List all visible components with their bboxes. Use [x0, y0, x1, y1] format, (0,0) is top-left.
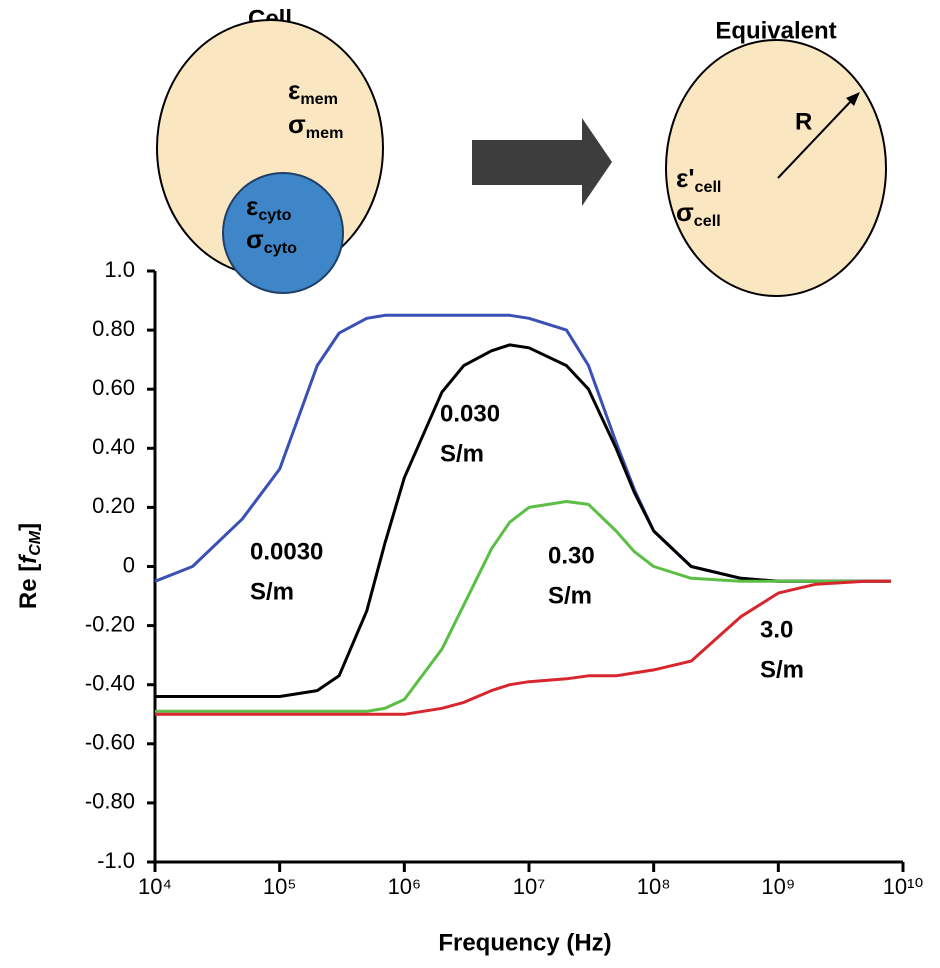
series-label: S/m — [250, 578, 294, 605]
arrow — [472, 118, 612, 206]
series-label: 3.0 — [760, 616, 793, 643]
series-line — [155, 500, 891, 713]
symbol: ε — [288, 75, 300, 105]
x-tick-label: 10⁹ — [761, 874, 795, 899]
symbol-label: εcyto — [246, 191, 292, 224]
x-tick-label: 10⁵ — [263, 874, 297, 899]
subscript: cell — [695, 178, 722, 196]
x-tick-label: 10¹⁰ — [883, 874, 924, 899]
series-label: S/m — [440, 440, 484, 467]
y-axis-label: Re [fCM] — [15, 523, 44, 609]
subscript: mem — [306, 124, 344, 142]
y-tick-label: -0.20 — [85, 611, 135, 636]
x-tick-label: 10⁸ — [637, 874, 671, 899]
symbol-label: σcell — [676, 197, 721, 230]
series-line — [155, 343, 891, 698]
y-tick-label: 0.20 — [92, 493, 135, 518]
y-tick-label: 1.0 — [104, 257, 135, 282]
symbol-label: ε'cell — [676, 163, 721, 196]
symbol-label: σcyto — [246, 224, 297, 257]
radius-arrowhead — [846, 92, 860, 106]
y-tick-label: -0.80 — [85, 789, 135, 814]
equivalent-cell — [665, 39, 887, 297]
series-label: 0.30 — [548, 542, 595, 569]
x-tick-label: 10⁴ — [138, 874, 172, 899]
subscript: cyto — [258, 206, 291, 224]
y-label-sub: CM — [27, 530, 44, 556]
series-label: 0.0030 — [250, 538, 323, 565]
symbol: σ — [676, 197, 694, 227]
y-label-italic: f — [15, 554, 42, 564]
symbol: σ — [246, 224, 264, 254]
symbol: σ — [288, 109, 306, 139]
subscript: cell — [694, 212, 721, 230]
y-tick-label: 0.80 — [92, 316, 135, 341]
symbol: ε' — [676, 163, 695, 193]
radius-line — [777, 99, 853, 179]
diagram: Cell Equivalent R — [156, 5, 887, 297]
y-tick-label: -1.0 — [97, 848, 135, 873]
subscript: mem — [300, 90, 338, 108]
series-label: S/m — [760, 656, 804, 683]
x-tick-label: 10⁶ — [388, 874, 422, 899]
y-tick-label: 0 — [123, 552, 135, 577]
series-line — [155, 579, 891, 716]
symbol: ε — [246, 191, 258, 221]
symbol-label: σmem — [288, 109, 343, 142]
y-label-suffix: ] — [15, 523, 42, 531]
y-tick-label: 0.60 — [92, 375, 135, 400]
x-axis-label: Frequency (Hz) — [438, 929, 611, 956]
y-tick-label: -0.60 — [85, 730, 135, 755]
symbol-label: εmem — [288, 75, 338, 108]
series-label: 0.030 — [440, 400, 500, 427]
radius-label: R — [795, 108, 812, 135]
y-tick-label: 0.40 — [92, 434, 135, 459]
cytoplasm — [222, 172, 344, 294]
subscript: cyto — [264, 239, 297, 257]
y-label-prefix: Re [ — [15, 564, 42, 609]
x-tick-label: 10⁷ — [513, 874, 545, 899]
series-label: S/m — [548, 582, 592, 609]
y-tick-label: -0.40 — [85, 671, 135, 696]
